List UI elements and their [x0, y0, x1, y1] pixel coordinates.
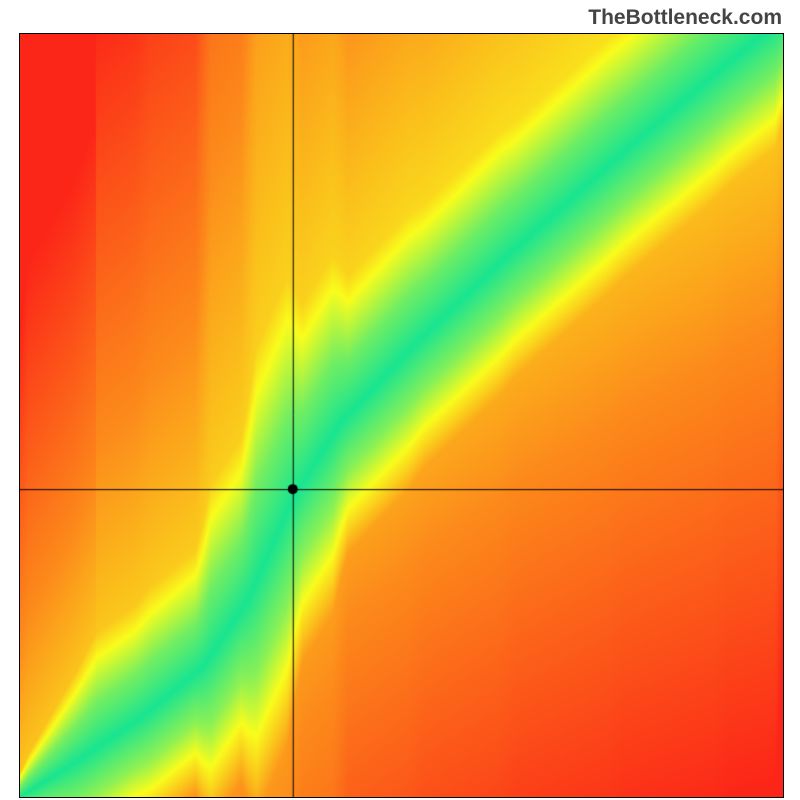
watermark-text: TheBottleneck.com	[588, 6, 782, 30]
heatmap-canvas	[20, 34, 783, 797]
chart-container: TheBottleneck.com	[0, 0, 800, 800]
plot-area	[19, 33, 784, 798]
